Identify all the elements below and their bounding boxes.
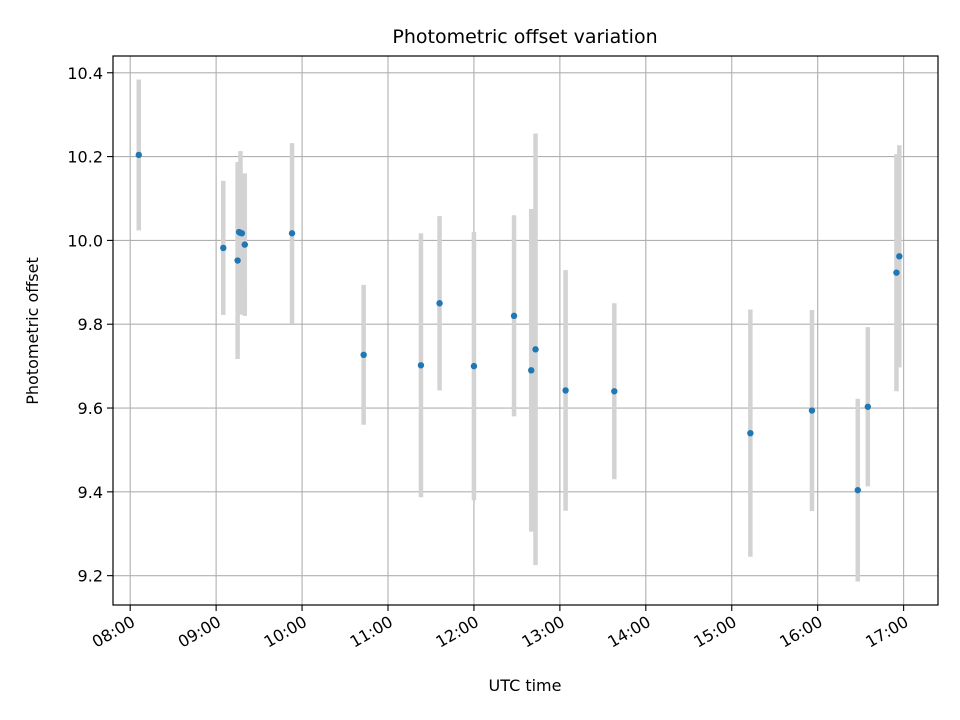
y-tick-label: 10.2 bbox=[67, 148, 103, 167]
data-points bbox=[135, 151, 903, 494]
data-point bbox=[135, 151, 142, 159]
data-point bbox=[241, 241, 248, 248]
x-axis-label: UTC time bbox=[489, 676, 562, 695]
data-point bbox=[470, 362, 478, 370]
plot-area-frame bbox=[112, 55, 939, 606]
data-point bbox=[893, 269, 900, 276]
data-point bbox=[896, 253, 903, 260]
data-point bbox=[532, 346, 539, 353]
data-point bbox=[510, 312, 518, 320]
y-tick-label: 9.4 bbox=[78, 483, 103, 502]
y-tick-label: 9.2 bbox=[78, 567, 103, 586]
y-tick-label: 9.8 bbox=[78, 315, 103, 334]
y-axis-label: Photometric offset bbox=[23, 257, 42, 405]
data-point bbox=[220, 244, 227, 252]
data-point bbox=[528, 367, 535, 374]
chart-title: Photometric offset variation bbox=[392, 26, 657, 48]
data-point bbox=[436, 300, 443, 307]
data-point bbox=[417, 362, 425, 369]
data-point bbox=[611, 388, 618, 395]
data-point bbox=[360, 351, 367, 359]
y-tick-label: 10.4 bbox=[67, 64, 103, 83]
grid-lines bbox=[113, 56, 938, 605]
data-point bbox=[288, 230, 296, 237]
data-point bbox=[854, 486, 861, 494]
data-point bbox=[238, 230, 246, 237]
y-tick-label: 9.6 bbox=[78, 399, 103, 418]
data-point bbox=[234, 257, 241, 264]
data-point bbox=[562, 387, 569, 394]
data-point bbox=[864, 403, 872, 410]
data-point bbox=[747, 429, 754, 437]
data-point bbox=[808, 407, 816, 414]
y-axis-ticks: 9.2 9.4 9.6 9.8 10.0 10.2 10.4 bbox=[67, 64, 113, 586]
y-tick-label: 10.0 bbox=[67, 231, 103, 250]
